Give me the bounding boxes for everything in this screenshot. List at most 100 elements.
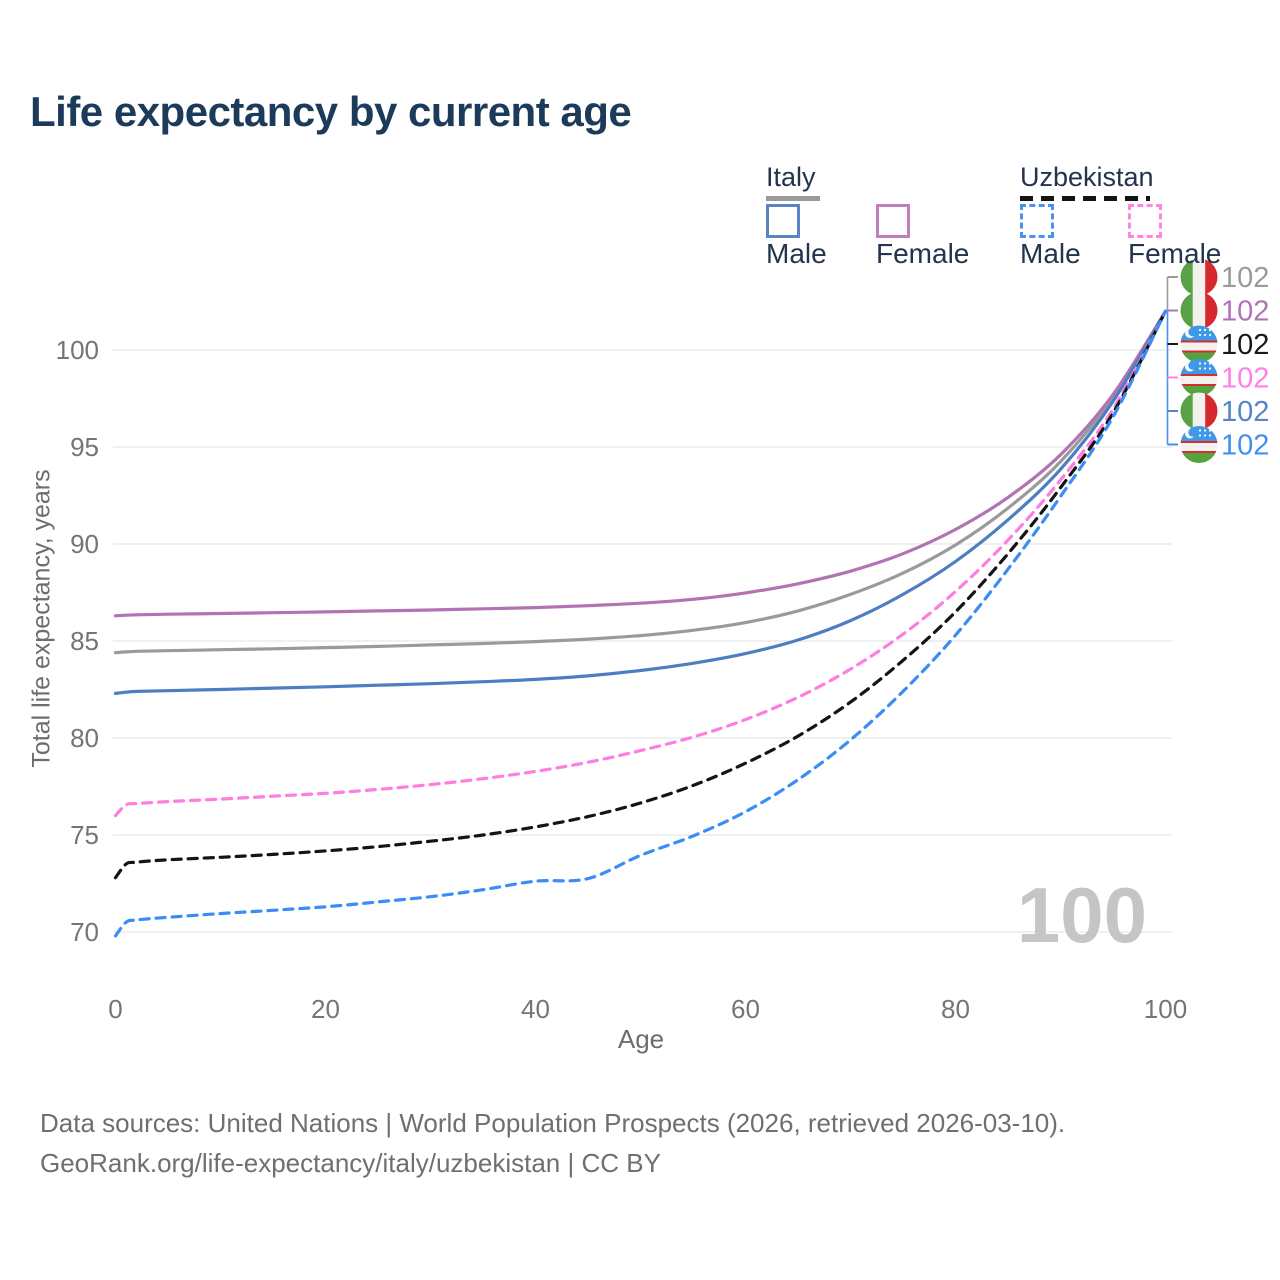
x-axis-title: Age: [617, 1024, 665, 1054]
y-tick-label: 85: [70, 626, 99, 656]
series-line-uzbekistan-female: [113, 309, 1168, 818]
flag-stripe: [1180, 376, 1218, 384]
flag-star: [1203, 434, 1207, 437]
chart-title: Life expectancy by current age: [30, 88, 632, 135]
flag-star: [1198, 362, 1202, 365]
flag-art: [1180, 392, 1218, 430]
flag-star: [1208, 434, 1212, 437]
end-value-label: 102: [1221, 430, 1269, 462]
legend-uzbekistan-line-sample: [1020, 196, 1150, 201]
flag-stripe: [1180, 258, 1193, 296]
flag-icon-italy: [1180, 292, 1218, 329]
legend-item-uzbekistan-male[interactable]: Male: [1020, 204, 1081, 270]
flag-star: [1198, 333, 1202, 337]
flag-star: [1203, 328, 1207, 332]
end-value-label: 102: [1221, 262, 1269, 294]
flag-icon-uzbekistan: [1180, 426, 1218, 463]
x-tick-label: 100: [1144, 994, 1187, 1024]
italy-female-swatch-icon: [876, 204, 910, 238]
flag-star: [1198, 429, 1202, 432]
flag-stripe: [1180, 392, 1193, 430]
legend-group-italy: Italy: [766, 162, 816, 192]
y-tick-label: 80: [70, 723, 99, 753]
y-tick-label: 70: [70, 917, 99, 947]
flag-stripe: [1180, 342, 1218, 351]
series-line-italy-female: [113, 309, 1168, 618]
flag-icon-uzbekistan: [1180, 325, 1218, 363]
flag-star: [1203, 429, 1207, 432]
legend-item-italy-female[interactable]: Female: [876, 204, 969, 270]
y-tick-label: 95: [70, 432, 99, 462]
flag-crescent: [1188, 428, 1197, 437]
flag-stripe: [1205, 258, 1218, 296]
flag-star: [1198, 367, 1202, 370]
flag-art: [1180, 426, 1218, 463]
legend-item-label: Male: [1020, 238, 1081, 269]
end-value-label: 102: [1221, 329, 1269, 361]
flag-art: [1180, 258, 1218, 296]
x-tick-label: 60: [731, 994, 760, 1024]
flag-icon-italy: [1180, 392, 1218, 430]
flag-icon-italy: [1180, 258, 1218, 296]
flag-art: [1180, 292, 1218, 329]
end-value-label: 102: [1221, 296, 1269, 328]
flag-star: [1203, 367, 1207, 370]
flag-stripe: [1180, 441, 1218, 443]
flag-stripe: [1205, 292, 1218, 329]
data-sources-text: Data sources: United Nations | World Pop…: [40, 1108, 1066, 1138]
series-line-uzbekistan-male: [113, 309, 1168, 938]
flag-star: [1208, 367, 1212, 370]
series-line-italy-average: [113, 309, 1168, 655]
flag-crescent: [1188, 361, 1197, 370]
attribution-text: GeoRank.org/life-expectancy/italy/uzbeki…: [40, 1148, 661, 1178]
flag-stripe: [1180, 352, 1218, 363]
end-value-label: 102: [1221, 363, 1269, 395]
y-axis-title: Total life expectancy, years: [27, 469, 56, 768]
legend-italy-line-sample: [766, 196, 820, 201]
flag-stripe: [1180, 384, 1218, 386]
flag-star: [1198, 434, 1202, 437]
series-line-uzbekistan-average: [113, 309, 1168, 880]
flag-star: [1208, 429, 1212, 432]
flag-stripe: [1180, 451, 1218, 453]
flag-stripe: [1192, 292, 1206, 329]
flag-stripe: [1180, 374, 1218, 376]
flag-stripe: [1192, 258, 1206, 296]
flag-art: [1180, 325, 1218, 363]
x-tick-label: 80: [941, 994, 970, 1024]
uzbekistan-male-swatch-icon: [1020, 204, 1054, 238]
legend-item-uzbekistan-female[interactable]: Female: [1128, 204, 1221, 270]
flag-star: [1208, 333, 1212, 337]
legend-group-uzbekistan: Uzbekistan: [1020, 162, 1154, 192]
italy-male-swatch-icon: [766, 204, 800, 238]
flag-star: [1208, 362, 1212, 365]
flag-art: [1180, 359, 1218, 396]
x-tick-label: 40: [521, 994, 550, 1024]
flag-stripe: [1205, 392, 1218, 430]
flag-stripe: [1192, 392, 1206, 430]
flag-stripe: [1180, 443, 1218, 451]
flag-star: [1203, 333, 1207, 337]
y-tick-label: 90: [70, 529, 99, 559]
age-watermark: 100: [1016, 871, 1147, 959]
x-tick-label: 0: [108, 994, 122, 1024]
flag-icon-uzbekistan: [1180, 359, 1218, 396]
flag-stripe: [1180, 340, 1218, 343]
legend-item-label: Female: [876, 238, 970, 269]
legend-item-italy-male[interactable]: Male: [766, 204, 827, 270]
series-line-italy-male: [113, 309, 1168, 695]
flag-star: [1198, 328, 1202, 332]
y-tick-label: 100: [56, 335, 99, 365]
legend-item-label: Male: [766, 238, 827, 269]
x-tick-label: 20: [311, 994, 340, 1024]
flag-stripe: [1180, 453, 1218, 463]
end-value-label: 102: [1221, 396, 1269, 428]
flag-star: [1203, 362, 1207, 365]
uzbekistan-female-swatch-icon: [1128, 204, 1162, 238]
flag-crescent: [1188, 327, 1197, 337]
legend-item-label: Female: [1128, 238, 1222, 269]
flag-star: [1208, 328, 1212, 332]
flag-stripe: [1180, 350, 1218, 353]
flag-stripe: [1180, 292, 1193, 329]
